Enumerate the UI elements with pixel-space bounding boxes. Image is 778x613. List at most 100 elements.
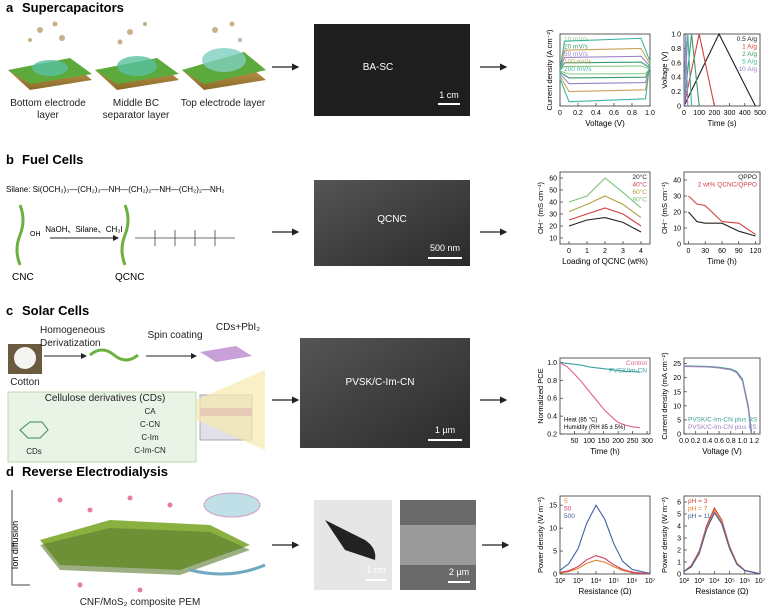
- y-tick-label: 0.2: [671, 89, 681, 96]
- series-line: [683, 33, 689, 107]
- photo: [314, 24, 470, 116]
- x-tick-label: 0.4: [591, 110, 601, 117]
- x-tick-label: 400: [739, 110, 751, 117]
- series-line: [568, 217, 642, 233]
- quaternary-chain: [135, 230, 235, 246]
- x-tick-label: 10²: [555, 578, 566, 585]
- series-line: [559, 361, 640, 373]
- y-tick-label: 1.0: [671, 32, 681, 39]
- legend-entry: 60°C: [632, 188, 647, 196]
- step-label: Spin coating: [147, 330, 203, 341]
- scale-label: 1 cm: [366, 565, 386, 575]
- x-tick-label: 90: [735, 248, 743, 255]
- y-tick-label: 40: [549, 200, 557, 207]
- y-tick-label: 40: [673, 178, 681, 185]
- legend-entry: 500: [564, 513, 575, 520]
- x-axis-label: Time (h): [590, 447, 620, 456]
- panel-letter: c: [6, 303, 13, 318]
- zoom-cone: [196, 370, 265, 450]
- y-axis-label: Voltage (V): [660, 51, 669, 89]
- y-tick-label: 30: [549, 212, 557, 219]
- x-tick-label: 0.2: [691, 438, 701, 445]
- y-tick-label: 5: [677, 512, 681, 519]
- series-line: [559, 559, 651, 575]
- y-tick-label: 0.6: [547, 396, 557, 403]
- legend-entry: PVSK/C-Im-CN plus RS: [688, 417, 758, 424]
- x-tick-label: 0.2: [573, 110, 583, 117]
- x-tick-label: 10⁶: [627, 578, 638, 585]
- y-tick-label: 6: [677, 500, 681, 507]
- derivative: C-CN: [140, 420, 160, 429]
- x-tick-label: 1: [585, 248, 589, 255]
- series-line: [688, 211, 756, 237]
- y-tick-label: 0: [677, 432, 681, 439]
- x-tick-label: 0: [687, 248, 691, 255]
- layer-caption: Bottom electrode layer: [10, 98, 86, 121]
- panel-letter: d: [6, 464, 14, 479]
- panel-title: Fuel Cells: [22, 152, 83, 167]
- spin-substrate: [200, 346, 252, 362]
- derivative-chain: [89, 348, 139, 362]
- y-tick-label: 50: [549, 188, 557, 195]
- x-tick-label: 1.2: [749, 438, 759, 445]
- x-tick-label: 150: [598, 438, 610, 445]
- y-tick-label: 15: [673, 389, 681, 396]
- legend-entry: 2 A/g: [742, 51, 757, 58]
- legend-entry: 2 wt% QCNC/QPPO: [698, 182, 757, 189]
- x-tick-label: 500: [754, 110, 766, 117]
- x-tick-label: 10⁶: [739, 578, 750, 585]
- electrode-illustrations: [8, 21, 266, 90]
- y-axis-label: Power density (W m⁻²): [536, 496, 545, 573]
- series-line: [559, 504, 651, 575]
- x-axis-label: Time (s): [707, 119, 736, 128]
- product-label: QCNC: [115, 272, 144, 283]
- legend-entry: 40°C: [632, 181, 647, 189]
- x-tick-label: 10⁵: [724, 578, 735, 585]
- scale-label: 500 nm: [430, 243, 460, 253]
- x-axis-label: Time (h): [707, 257, 737, 266]
- series-line: [568, 177, 642, 209]
- legend-entry: pH = 11: [688, 513, 711, 520]
- legend-entry: 200 mV/s: [564, 66, 592, 73]
- y-tick-label: 30: [673, 194, 681, 201]
- step-label: CDs+PbI₂: [215, 322, 261, 333]
- x-tick-label: 1.0: [738, 438, 748, 445]
- plot-frame: [683, 495, 761, 575]
- legend-entry: pH = 7: [688, 506, 708, 513]
- y-tick-label: 0: [677, 572, 681, 579]
- legend-entry: 5: [564, 498, 568, 505]
- x-axis-label: Loading of QCNC (wt%): [562, 257, 648, 266]
- x-tick-label: 1.0: [645, 110, 655, 117]
- x-tick-label: 10⁷: [755, 578, 766, 585]
- y-tick-label: 5: [677, 417, 681, 424]
- x-tick-label: 100: [693, 110, 705, 117]
- layer-caption: Top electrode layer: [180, 98, 266, 109]
- legend-entry: 0.5 A/g: [737, 36, 758, 43]
- series-line: [559, 555, 651, 575]
- cotton-ball: [14, 347, 36, 369]
- series-line: [559, 37, 651, 103]
- x-tick-label: 10⁷: [645, 578, 656, 585]
- x-tick-label: 120: [750, 248, 762, 255]
- series-line: [559, 362, 640, 429]
- x-tick-label: 300: [641, 438, 653, 445]
- y-tick-label: 10: [673, 226, 681, 233]
- legend-entry: 5 A/g: [742, 59, 757, 66]
- plot-frame: [683, 33, 761, 107]
- series-line: [683, 33, 715, 107]
- y-tick-label: 0.4: [547, 414, 557, 421]
- x-tick-label: 30: [701, 248, 709, 255]
- legend-entry: 80°C: [632, 196, 647, 204]
- ion-label: Ion diffusion: [10, 521, 20, 569]
- x-axis-label: Voltage (V): [585, 119, 625, 128]
- y-tick-label: 1.0: [547, 360, 557, 367]
- panel-letter: a: [6, 0, 14, 15]
- box-title: Cellulose derivatives (CDs): [44, 393, 166, 404]
- y-axis-label: Current density (mA cm⁻²): [660, 352, 669, 440]
- x-tick-label: 250: [627, 438, 639, 445]
- legend-entry: 100 mV/s: [564, 59, 592, 66]
- photo-label: BA-SC: [363, 62, 394, 73]
- derivative: CA: [144, 407, 156, 416]
